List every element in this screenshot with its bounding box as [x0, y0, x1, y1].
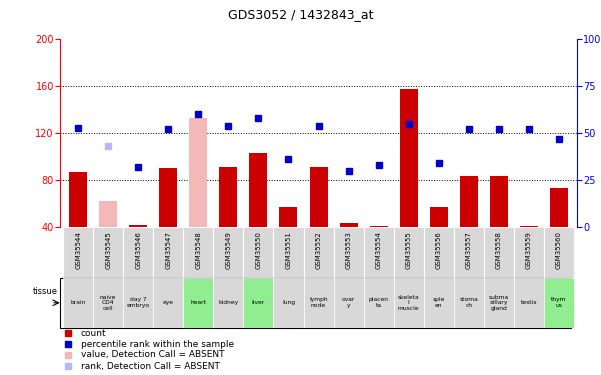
Bar — [514, 278, 544, 328]
Text: rank, Detection Call = ABSENT: rank, Detection Call = ABSENT — [81, 362, 219, 370]
Bar — [520, 226, 538, 227]
Bar — [460, 177, 478, 227]
Bar — [424, 227, 454, 278]
Bar — [424, 278, 454, 328]
Bar — [213, 227, 243, 278]
Text: value, Detection Call = ABSENT: value, Detection Call = ABSENT — [81, 350, 224, 359]
Bar — [304, 278, 334, 328]
Bar — [550, 188, 568, 227]
Bar — [123, 278, 153, 328]
Bar — [304, 227, 334, 278]
Text: lymph
node: lymph node — [310, 297, 328, 308]
Bar — [400, 88, 418, 227]
Text: GSM35552: GSM35552 — [316, 231, 322, 268]
Bar — [370, 226, 388, 227]
Text: GSM35560: GSM35560 — [556, 231, 562, 269]
Bar — [454, 278, 484, 328]
Text: count: count — [81, 329, 106, 338]
Text: subma
xillary
gland: subma xillary gland — [489, 294, 509, 311]
Text: lung: lung — [282, 300, 295, 305]
Text: brain: brain — [70, 300, 86, 305]
Bar — [394, 278, 424, 328]
Text: GSM35545: GSM35545 — [105, 231, 111, 268]
Bar — [219, 167, 237, 227]
Bar — [364, 278, 394, 328]
Text: kidney: kidney — [218, 300, 239, 305]
Bar — [514, 227, 544, 278]
Text: naive
CD4
cell: naive CD4 cell — [100, 294, 117, 311]
Bar — [544, 227, 574, 278]
Bar — [340, 224, 358, 227]
Text: sple
en: sple en — [433, 297, 445, 308]
Text: GSM35546: GSM35546 — [135, 231, 141, 269]
Text: GSM35548: GSM35548 — [195, 231, 201, 269]
Text: GSM35549: GSM35549 — [225, 231, 231, 269]
Bar — [454, 227, 484, 278]
Bar — [364, 227, 394, 278]
Bar — [159, 168, 177, 227]
Text: testis: testis — [520, 300, 537, 305]
Text: GSM35556: GSM35556 — [436, 231, 442, 269]
Text: stoma
ch: stoma ch — [459, 297, 478, 308]
Bar — [430, 207, 448, 227]
Bar — [243, 278, 273, 328]
Text: percentile rank within the sample: percentile rank within the sample — [81, 340, 234, 349]
Bar — [93, 278, 123, 328]
Text: GSM35544: GSM35544 — [75, 231, 81, 268]
Text: GSM35554: GSM35554 — [376, 231, 382, 268]
Text: skeleta
l
muscle: skeleta l muscle — [398, 294, 419, 311]
Bar — [123, 227, 153, 278]
Text: eye: eye — [163, 300, 174, 305]
Bar — [153, 278, 183, 328]
Bar — [99, 201, 117, 227]
Text: GSM35550: GSM35550 — [255, 231, 261, 269]
Bar — [243, 227, 273, 278]
Text: GSM35551: GSM35551 — [285, 231, 291, 269]
Bar — [249, 153, 267, 227]
Text: GSM35559: GSM35559 — [526, 231, 532, 269]
Text: ovar
y: ovar y — [342, 297, 355, 308]
Bar — [183, 278, 213, 328]
Bar — [213, 278, 243, 328]
Bar — [63, 278, 93, 328]
Bar — [93, 227, 123, 278]
Bar — [183, 227, 213, 278]
Text: GSM35557: GSM35557 — [466, 231, 472, 269]
Bar — [334, 278, 364, 328]
Text: placen
ta: placen ta — [368, 297, 389, 308]
Text: tissue: tissue — [33, 287, 58, 296]
Text: GSM35547: GSM35547 — [165, 231, 171, 269]
Bar — [310, 167, 328, 227]
Text: GSM35558: GSM35558 — [496, 231, 502, 269]
Bar — [279, 207, 297, 227]
Bar — [63, 227, 93, 278]
Bar — [273, 278, 304, 328]
Bar — [129, 225, 147, 227]
Bar — [69, 172, 87, 227]
Bar — [490, 177, 508, 227]
Text: heart: heart — [191, 300, 206, 305]
Text: GDS3052 / 1432843_at: GDS3052 / 1432843_at — [228, 8, 373, 21]
Bar — [153, 227, 183, 278]
Bar — [334, 227, 364, 278]
Text: liver: liver — [252, 300, 265, 305]
Text: day 7
embryо: day 7 embryо — [127, 297, 150, 308]
Bar — [484, 227, 514, 278]
Bar — [394, 227, 424, 278]
Text: thym
us: thym us — [551, 297, 567, 308]
Bar — [273, 227, 304, 278]
Bar — [544, 278, 574, 328]
Bar — [484, 278, 514, 328]
Text: GSM35553: GSM35553 — [346, 231, 352, 269]
Text: GSM35555: GSM35555 — [406, 231, 412, 268]
Bar — [189, 118, 207, 227]
